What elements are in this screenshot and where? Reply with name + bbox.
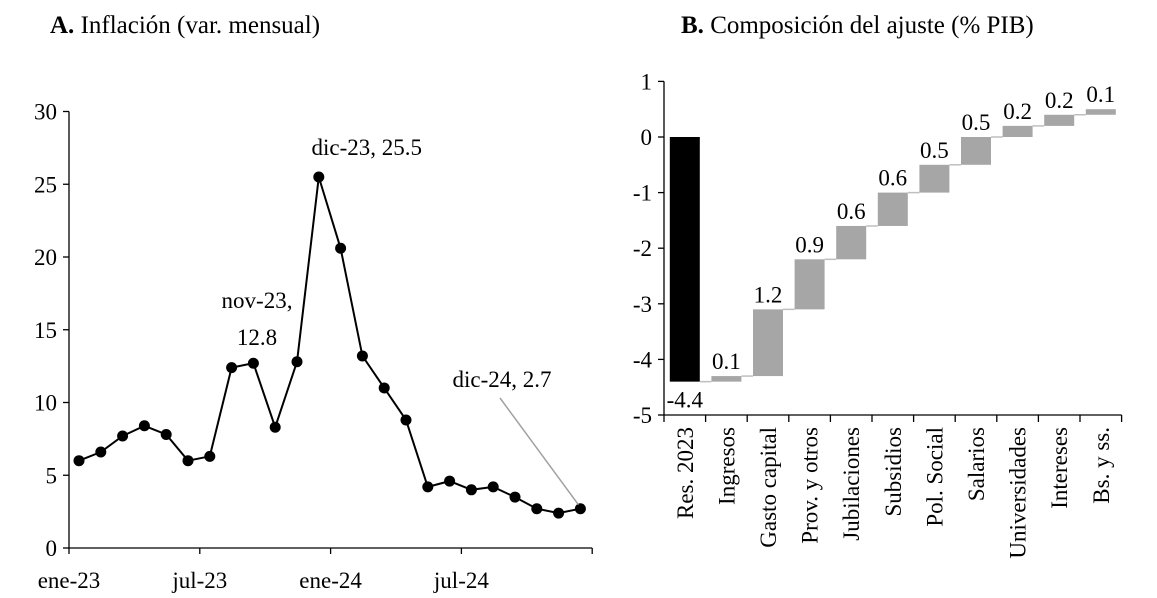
x-tick-label: ene-23: [38, 568, 101, 593]
x-tick-label: jul-24: [433, 568, 489, 593]
y-tick-label: 5: [46, 463, 58, 488]
category-label-0: Res. 2023: [673, 427, 698, 519]
category-label-8: Universidades: [1006, 427, 1031, 559]
adjustment-waterfall-chart: 1 0 -1 -2 -3 -4 -5 -4.4 Res. 2023 0.1 Ingresos 1.2 G…: [633, 69, 1123, 559]
value-label-9: 0.2: [1045, 88, 1074, 113]
y-tick-label: 1: [641, 69, 653, 94]
data-point-nov-23: [291, 356, 303, 368]
bar-4: [836, 225, 867, 260]
bar-8: [1002, 125, 1033, 137]
data-point-dic-23: [313, 171, 325, 183]
value-label-0: -4.4: [667, 388, 704, 413]
data-point-sep-23: [247, 357, 259, 369]
inflation-series-line: [78, 176, 581, 515]
value-label-10: 0.1: [1086, 82, 1115, 107]
value-label-4: 0.6: [837, 199, 866, 224]
data-point-mar-24: [378, 382, 390, 394]
data-point-may-23: [160, 429, 172, 441]
data-point-feb-23: [95, 446, 107, 458]
value-label-5: 0.6: [878, 166, 907, 191]
bar-9: [1044, 114, 1075, 126]
value-label-1: 0.1: [712, 349, 741, 374]
category-label-7: Salarios: [964, 427, 989, 501]
data-point-jul-24: [465, 484, 477, 496]
value-label-6: 0.5: [920, 138, 949, 163]
y-tick-label: 25: [34, 172, 57, 197]
panel-a-title: A. Inflación (var. mensual): [50, 12, 321, 39]
data-point-feb-24: [356, 350, 368, 362]
annotation-peak: dic-23, 25.5: [312, 135, 423, 160]
bar-3: [794, 259, 825, 310]
y-tick-label: 30: [34, 100, 57, 125]
data-point-dic-24: [574, 503, 586, 515]
annotation-nov23-line1: nov-23,: [222, 288, 293, 313]
data-point-jul-23: [204, 450, 216, 462]
category-label-9: Intereses: [1047, 427, 1072, 509]
data-point-abr-24: [400, 414, 412, 426]
data-point-abr-23: [138, 420, 150, 432]
category-label-1: Ingresos: [714, 427, 739, 505]
y-tick-label: 15: [34, 318, 57, 343]
category-label-3: Prov. y otros: [798, 427, 823, 544]
y-tick-label: -4: [633, 347, 653, 372]
x-tick-label: ene-24: [299, 568, 362, 593]
annotation-last: dic-24, 2.7: [452, 367, 551, 392]
data-point-ene-23: [73, 455, 85, 467]
y-tick-label: 20: [34, 245, 57, 270]
category-label-5: Subsidios: [881, 427, 906, 517]
y-tick-label: -1: [633, 181, 652, 206]
data-point-nov-24: [553, 507, 565, 519]
bar-0: [669, 137, 700, 382]
data-point-oct-24: [531, 503, 543, 515]
data-point-ago-23: [226, 362, 238, 374]
value-label-3: 0.9: [795, 232, 824, 257]
data-point-ene-24: [335, 242, 347, 254]
data-point-jun-24: [444, 475, 456, 487]
category-label-6: Pol. Social: [922, 427, 947, 527]
annotation-nov23-line2: 12.8: [237, 325, 277, 350]
data-point-oct-23: [269, 421, 281, 433]
category-label-4: Jubilaciones: [839, 427, 864, 541]
bar-6: [919, 164, 950, 193]
data-point-may-24: [422, 481, 434, 493]
bar-5: [877, 192, 908, 226]
data-point-sep-24: [509, 491, 521, 503]
category-label-2: Gasto capital: [756, 427, 781, 548]
y-tick-label: 0: [46, 536, 58, 561]
data-point-ago-24: [487, 481, 499, 493]
bar-10: [1085, 109, 1116, 115]
bar-1: [711, 376, 742, 382]
data-point-jun-23: [182, 455, 194, 467]
y-tick-label: -3: [633, 292, 652, 317]
bar-2: [753, 309, 783, 377]
inflation-line-chart: 0 5 10 15 20 25 30 ene-23 jul-23 ene-24 jul-24 dic-…: [34, 100, 593, 593]
y-tick-label: -5: [633, 403, 652, 428]
panel-b-title: B. Composición del ajuste (% PIB): [681, 12, 1034, 39]
annotation-leader-line: [499, 397, 580, 506]
value-label-7: 0.5: [962, 110, 991, 135]
y-tick-label: -2: [633, 236, 652, 261]
data-point-mar-23: [117, 430, 129, 442]
value-label-8: 0.2: [1003, 99, 1032, 124]
value-label-2: 1.2: [754, 282, 783, 307]
x-tick-label: jul-23: [171, 568, 227, 593]
y-tick-label: 0: [641, 125, 653, 150]
bar-7: [961, 137, 991, 165]
y-tick-label: 10: [34, 391, 57, 416]
category-label-10: Bs. y ss.: [1089, 427, 1114, 504]
